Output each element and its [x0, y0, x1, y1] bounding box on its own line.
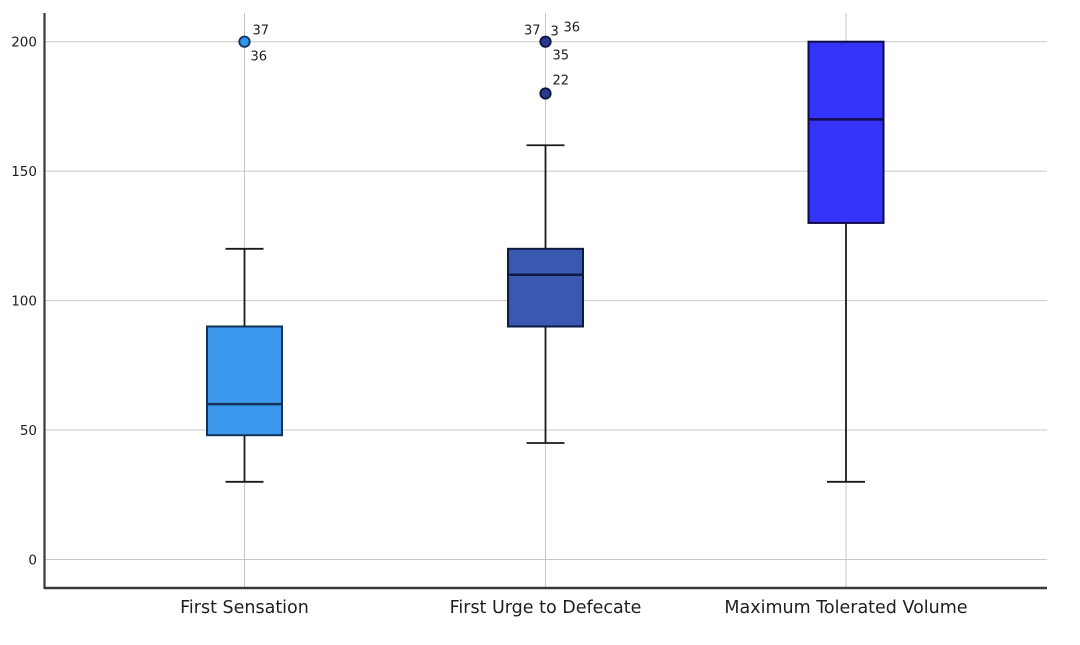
outlier-point: [238, 35, 251, 48]
box-2: [507, 247, 584, 328]
y-tick-label: 50: [20, 423, 37, 439]
outlier-label: 3: [551, 25, 559, 40]
outlier-label: 36: [564, 21, 581, 36]
box-1: [206, 325, 283, 437]
y-tick-label: 0: [28, 552, 37, 568]
outlier-point: [539, 35, 552, 48]
box-3: [807, 40, 885, 224]
outlier-label: 22: [553, 73, 570, 88]
outlier-label: 37: [253, 24, 270, 39]
y-tick-label: 150: [11, 164, 37, 180]
category-label: First Urge to Defecate: [450, 598, 642, 618]
category-label: Maximum Tolerated Volume: [724, 598, 967, 618]
outlier-label: 36: [251, 50, 268, 65]
outlier-label: 35: [553, 49, 570, 64]
y-tick-label: 200: [11, 35, 37, 51]
category-label: First Sensation: [180, 598, 309, 618]
y-tick-label: 100: [11, 293, 37, 309]
outlier-label: 37: [524, 24, 541, 39]
outlier-point: [539, 87, 552, 100]
